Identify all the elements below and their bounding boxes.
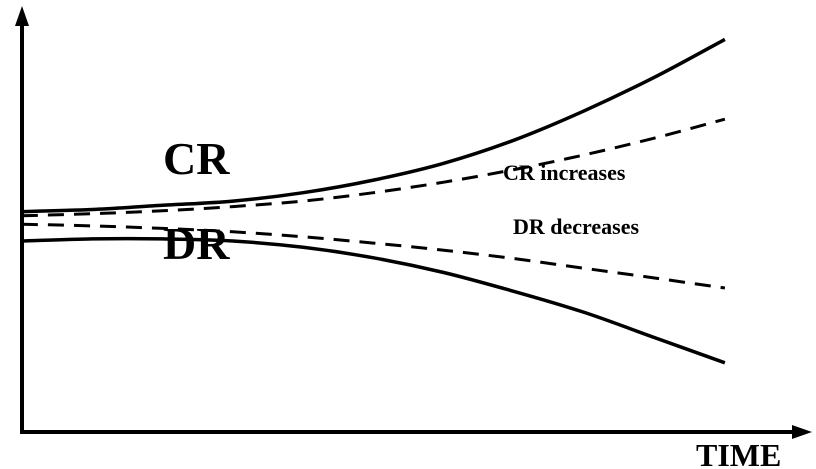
cr-increases-label: CR increases [503, 160, 626, 185]
series-layer [21, 37, 726, 365]
cr-line [21, 37, 726, 214]
dr-decreases-label: DR decreases [513, 214, 639, 239]
x-axis-label: TIME [696, 437, 781, 469]
y-axis-arrow-icon [15, 6, 29, 26]
x-axis-arrow-icon [792, 425, 812, 439]
dashed-line-2 [21, 222, 726, 290]
dashed-line-1 [21, 117, 726, 218]
cr-label: CR [163, 133, 230, 184]
dr-line [21, 236, 726, 365]
dr-label: DR [163, 218, 230, 269]
